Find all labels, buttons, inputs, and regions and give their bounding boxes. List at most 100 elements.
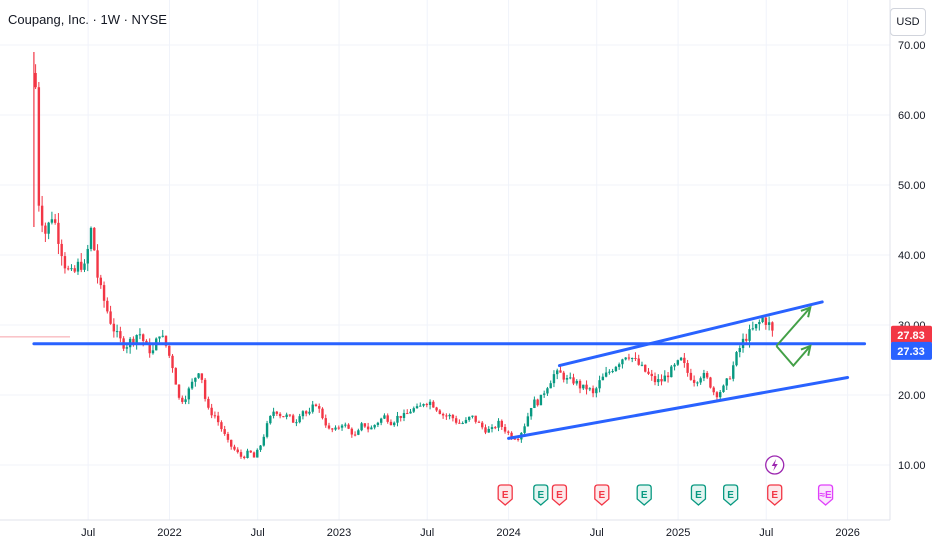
candle-body bbox=[246, 450, 249, 458]
candle-body bbox=[389, 421, 393, 426]
candle-body bbox=[256, 449, 259, 458]
candle bbox=[601, 373, 605, 381]
candle bbox=[321, 407, 324, 420]
candle-body bbox=[324, 418, 327, 426]
candle bbox=[357, 428, 360, 436]
candle bbox=[719, 390, 722, 401]
earnings-marker-label: E bbox=[727, 490, 734, 501]
candle-body bbox=[106, 300, 109, 312]
earnings-marker-shape bbox=[594, 484, 610, 506]
candle bbox=[275, 410, 279, 416]
earnings-marker[interactable]: E bbox=[551, 484, 568, 506]
candle-body bbox=[350, 428, 354, 435]
earnings-marker-label: E bbox=[598, 490, 605, 501]
candle-body bbox=[76, 261, 80, 272]
candle-body bbox=[722, 385, 725, 393]
candle-body bbox=[132, 338, 135, 343]
candle-body bbox=[415, 406, 419, 409]
candle bbox=[106, 297, 109, 314]
projection-arrows[interactable] bbox=[775, 305, 812, 368]
candle-body bbox=[715, 392, 719, 398]
candle-body bbox=[539, 394, 543, 406]
candle-body bbox=[640, 364, 644, 366]
earnings-marker[interactable]: E bbox=[533, 484, 549, 506]
candle bbox=[138, 328, 142, 340]
earnings-marker[interactable]: E bbox=[690, 484, 707, 506]
candle bbox=[125, 344, 129, 354]
candle bbox=[370, 425, 373, 430]
candle bbox=[99, 274, 103, 289]
candle bbox=[278, 412, 282, 419]
candle-body bbox=[559, 370, 562, 373]
candle-body bbox=[135, 335, 138, 343]
candle bbox=[233, 444, 236, 451]
candle bbox=[451, 413, 455, 422]
candle-body bbox=[331, 428, 334, 430]
candle-body bbox=[210, 407, 213, 416]
candle-body bbox=[474, 415, 477, 422]
candle bbox=[637, 354, 640, 366]
candle bbox=[425, 402, 429, 408]
earnings-marker[interactable]: E bbox=[594, 484, 610, 506]
candle-body bbox=[728, 378, 732, 380]
x-axis[interactable]: Jul 2022 Jul 2023 Jul 2024 Jul 2025 Jul 2026 bbox=[81, 527, 860, 539]
trendlines[interactable] bbox=[0, 300, 867, 440]
candle bbox=[735, 351, 738, 367]
candle-body bbox=[181, 397, 184, 402]
candle bbox=[334, 425, 337, 431]
candle bbox=[50, 211, 54, 225]
candle bbox=[86, 244, 89, 272]
candle-body bbox=[484, 427, 487, 433]
x-tick-label: Jul bbox=[759, 527, 773, 539]
candle bbox=[396, 411, 399, 427]
candle bbox=[692, 375, 696, 387]
candle bbox=[754, 323, 758, 331]
candle bbox=[500, 419, 503, 430]
candle-body bbox=[259, 445, 262, 450]
candle-body bbox=[321, 408, 324, 419]
candle-body bbox=[112, 323, 116, 332]
projection-arrowhead-up bbox=[800, 305, 812, 318]
candle-body bbox=[226, 433, 230, 440]
candle bbox=[490, 424, 494, 433]
candle bbox=[402, 409, 406, 422]
candle bbox=[702, 369, 706, 382]
earnings-events[interactable]: E E E E E E E E ≈E bbox=[497, 455, 834, 506]
candle bbox=[771, 321, 774, 337]
earnings-marker[interactable]: E bbox=[722, 484, 739, 506]
candle bbox=[393, 421, 396, 427]
earnings-marker[interactable]: E bbox=[636, 484, 652, 506]
earnings-marker[interactable]: ≈E bbox=[817, 484, 834, 506]
candle-body bbox=[60, 243, 63, 257]
candle bbox=[481, 421, 484, 430]
currency-button[interactable]: USD bbox=[890, 8, 926, 36]
candle bbox=[767, 316, 771, 331]
candle bbox=[474, 415, 477, 424]
candle bbox=[539, 394, 543, 406]
lightning-icon[interactable] bbox=[765, 455, 785, 475]
candle bbox=[562, 370, 565, 383]
candle bbox=[115, 324, 119, 338]
candle bbox=[360, 421, 363, 432]
candle bbox=[295, 419, 298, 427]
candle bbox=[533, 396, 536, 409]
candle bbox=[37, 82, 41, 212]
candle bbox=[448, 413, 451, 420]
candle-body bbox=[676, 360, 680, 365]
candle-body bbox=[451, 414, 455, 419]
candle-body bbox=[692, 379, 696, 383]
candle bbox=[647, 368, 650, 375]
earnings-marker-shape bbox=[690, 484, 707, 506]
x-tick-label: 2025 bbox=[666, 527, 690, 539]
candle bbox=[569, 372, 572, 380]
earnings-marker[interactable]: E bbox=[497, 484, 513, 506]
candle-body bbox=[487, 428, 490, 433]
candle bbox=[523, 423, 526, 436]
candle-body bbox=[213, 415, 217, 417]
earnings-marker[interactable]: E bbox=[767, 484, 783, 506]
candle-body bbox=[725, 378, 728, 386]
candle bbox=[239, 449, 243, 459]
earnings-marker-label: E bbox=[537, 490, 544, 501]
